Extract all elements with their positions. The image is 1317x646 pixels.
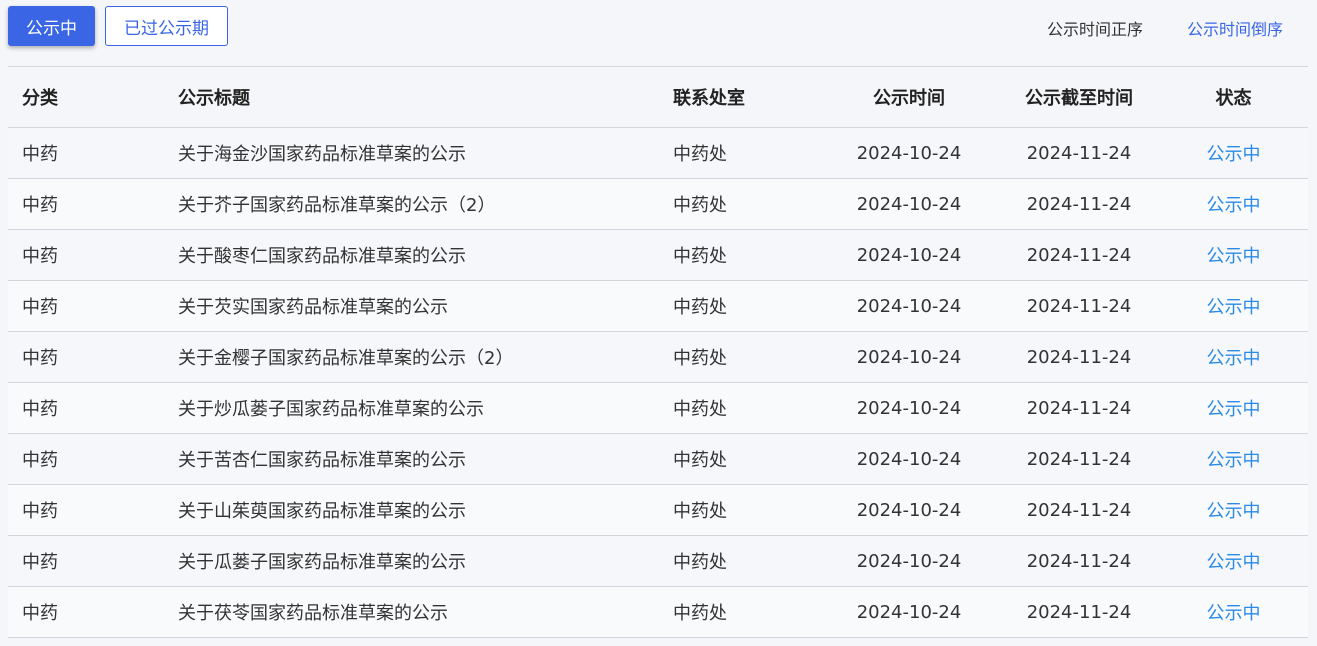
cell-department: 中药处 (659, 280, 819, 332)
cell-category: 中药 (8, 433, 164, 485)
table-header-row: 分类 公示标题 联系处室 公示时间 公示截至时间 状态 (8, 66, 1308, 128)
cell-category: 中药 (8, 178, 164, 230)
cell-department: 中药处 (659, 382, 819, 434)
cell-department: 中药处 (659, 535, 819, 587)
header-title: 公示标题 (164, 66, 659, 128)
cell-publish-date: 2024-10-24 (819, 433, 999, 485)
cell-end-date: 2024-11-24 (999, 586, 1159, 638)
cell-department: 中药处 (659, 229, 819, 281)
cell-status[interactable]: 公示中 (1159, 229, 1308, 281)
cell-end-date: 2024-11-24 (999, 433, 1159, 485)
cell-publish-date: 2024-10-24 (819, 535, 999, 587)
header-category: 分类 (8, 66, 164, 128)
cell-end-date: 2024-11-24 (999, 127, 1159, 179)
header-status: 状态 (1159, 66, 1308, 128)
header-publish-date: 公示时间 (819, 66, 999, 128)
cell-publish-date: 2024-10-24 (819, 178, 999, 230)
cell-title[interactable]: 关于茯苓国家药品标准草案的公示 (164, 586, 659, 638)
table-row: 中药 关于瓜蒌子国家药品标准草案的公示 中药处 2024-10-24 2024-11-2… (8, 535, 1308, 587)
filter-expired-button[interactable]: 已过公示期 (105, 6, 228, 46)
cell-category: 中药 (8, 586, 164, 638)
cell-title[interactable]: 关于芡实国家药品标准草案的公示 (164, 280, 659, 332)
cell-category: 中药 (8, 535, 164, 587)
cell-department: 中药处 (659, 433, 819, 485)
table-row: 中药 关于芡实国家药品标准草案的公示 中药处 2024-10-24 2024-11-24… (8, 280, 1308, 332)
cell-publish-date: 2024-10-24 (819, 586, 999, 638)
cell-title[interactable]: 关于芥子国家药品标准草案的公示（2） (164, 178, 659, 230)
cell-title[interactable]: 关于金樱子国家药品标准草案的公示（2） (164, 331, 659, 383)
table-row: 中药 关于金樱子国家药品标准草案的公示（2） 中药处 2024-10-24 2024-1… (8, 331, 1308, 383)
header-department: 联系处室 (659, 66, 819, 128)
cell-publish-date: 2024-10-24 (819, 484, 999, 536)
cell-status[interactable]: 公示中 (1159, 535, 1308, 587)
filter-active-button[interactable]: 公示中 (8, 6, 95, 46)
cell-publish-date: 2024-10-24 (819, 229, 999, 281)
cell-category: 中药 (8, 331, 164, 383)
table-row: 中药 关于苦杏仁国家药品标准草案的公示 中药处 2024-10-24 2024-11-2… (8, 433, 1308, 485)
cell-category: 中药 (8, 382, 164, 434)
cell-end-date: 2024-11-24 (999, 331, 1159, 383)
cell-title[interactable]: 关于山茱萸国家药品标准草案的公示 (164, 484, 659, 536)
cell-title[interactable]: 关于瓜蒌子国家药品标准草案的公示 (164, 535, 659, 587)
cell-title[interactable]: 关于酸枣仁国家药品标准草案的公示 (164, 229, 659, 281)
cell-end-date: 2024-11-24 (999, 484, 1159, 536)
cell-status[interactable]: 公示中 (1159, 433, 1308, 485)
cell-title[interactable]: 关于炒瓜蒌子国家药品标准草案的公示 (164, 382, 659, 434)
cell-department: 中药处 (659, 586, 819, 638)
cell-end-date: 2024-11-24 (999, 229, 1159, 281)
cell-title[interactable]: 关于海金沙国家药品标准草案的公示 (164, 127, 659, 179)
cell-status[interactable]: 公示中 (1159, 178, 1308, 230)
cell-status[interactable]: 公示中 (1159, 484, 1308, 536)
cell-end-date: 2024-11-24 (999, 178, 1159, 230)
cell-status[interactable]: 公示中 (1159, 127, 1308, 179)
cell-status[interactable]: 公示中 (1159, 586, 1308, 638)
cell-status[interactable]: 公示中 (1159, 382, 1308, 434)
cell-category: 中药 (8, 229, 164, 281)
cell-status[interactable]: 公示中 (1159, 280, 1308, 332)
cell-publish-date: 2024-10-24 (819, 331, 999, 383)
sort-asc-link[interactable]: 公示时间正序 (1047, 20, 1144, 39)
cell-title[interactable]: 关于苦杏仁国家药品标准草案的公示 (164, 433, 659, 485)
header-end-date: 公示截至时间 (999, 66, 1159, 128)
table-row: 中药 关于酸枣仁国家药品标准草案的公示 中药处 2024-10-24 2024-11-2… (8, 229, 1308, 281)
cell-end-date: 2024-11-24 (999, 280, 1159, 332)
table-row: 中药 关于炒瓜蒌子国家药品标准草案的公示 中药处 2024-10-24 2024-11-… (8, 382, 1308, 434)
cell-publish-date: 2024-10-24 (819, 382, 999, 434)
cell-status[interactable]: 公示中 (1159, 331, 1308, 383)
cell-category: 中药 (8, 484, 164, 536)
sort-desc-link[interactable]: 公示时间倒序 (1187, 20, 1284, 39)
cell-end-date: 2024-11-24 (999, 535, 1159, 587)
table-row: 中药 关于茯苓国家药品标准草案的公示 中药处 2024-10-24 2024-11-24… (8, 586, 1308, 638)
table-row: 中药 关于芥子国家药品标准草案的公示（2） 中药处 2024-10-24 2024-11… (8, 178, 1308, 230)
cell-department: 中药处 (659, 178, 819, 230)
table-row: 中药 关于海金沙国家药品标准草案的公示 中药处 2024-10-24 2024-11-2… (8, 127, 1308, 179)
cell-department: 中药处 (659, 127, 819, 179)
cell-category: 中药 (8, 127, 164, 179)
notice-table: 分类 公示标题 联系处室 公示时间 公示截至时间 状态 中药 关于海金沙国家药品标… (8, 66, 1308, 638)
cell-department: 中药处 (659, 331, 819, 383)
cell-publish-date: 2024-10-24 (819, 280, 999, 332)
cell-department: 中药处 (659, 484, 819, 536)
cell-publish-date: 2024-10-24 (819, 127, 999, 179)
table-row: 中药 关于山茱萸国家药品标准草案的公示 中药处 2024-10-24 2024-11-2… (8, 484, 1308, 536)
cell-end-date: 2024-11-24 (999, 382, 1159, 434)
cell-category: 中药 (8, 280, 164, 332)
